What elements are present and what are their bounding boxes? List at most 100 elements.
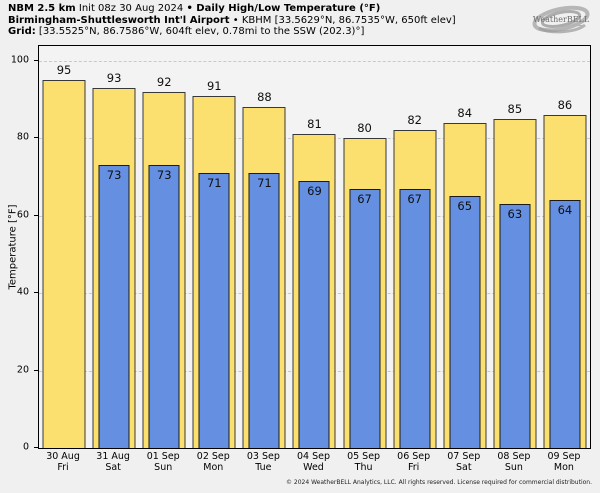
bar-slot-02-sep: 91 71 <box>189 46 239 448</box>
x-tick-label: 07 Sep Sat <box>439 451 489 473</box>
y-tick-label-80: 80 <box>16 131 29 143</box>
plot-area: 95 93 73 92 73 91 71 88 71 81 69 80 67 82 67 84 65 85 63 86… <box>38 45 591 449</box>
y-tick-mark-60 <box>34 214 38 216</box>
y-tick-mark-100 <box>34 59 38 61</box>
x-tick-label: 05 Sep Thu <box>339 451 389 473</box>
bar-slot-01-sep: 92 73 <box>139 46 189 448</box>
x-tick-date: 31 Aug <box>96 451 130 462</box>
low-temp-bar: 73 <box>98 165 130 448</box>
x-tick-date: 03 Sep <box>246 451 280 462</box>
product-title: • Daily High/Low Temperature (°F) <box>186 3 381 14</box>
weatherbell-swirl-icon: WeatherBELL <box>532 5 590 34</box>
x-tick-date: 08 Sep <box>497 451 531 462</box>
x-tick-day: Mon <box>553 461 574 473</box>
gridline-100 <box>39 60 590 62</box>
low-temp-bar: 71 <box>248 173 280 448</box>
x-tick-label: 04 Sep Wed <box>288 451 338 473</box>
copyright-notice: © 2024 WeatherBELL Analytics, LLC. All r… <box>286 479 592 486</box>
station-meta: • KBHM [33.5629°N, 86.7535°W, 650ft elev… <box>229 14 456 26</box>
x-tick-date: 06 Sep <box>397 451 431 462</box>
bar-slot-09-sep: 86 64 <box>540 46 590 448</box>
weatherbell-logo: WeatherBELL <box>527 1 595 45</box>
x-tick-label: 30 Aug Fri <box>38 451 88 473</box>
x-tick-date: 01 Sep <box>146 451 180 462</box>
x-tick-day: Sat <box>105 461 121 473</box>
grid-label: Grid: <box>8 26 36 37</box>
x-tick-day: Thu <box>354 461 373 473</box>
high-temp-value: 84 <box>457 105 473 120</box>
logo-subline <box>567 25 585 27</box>
x-tick-label: 08 Sep Sun <box>489 451 539 473</box>
x-tick-day: Tue <box>255 461 272 473</box>
x-tick-day: Fri <box>57 461 69 473</box>
y-tick-label-0: 0 <box>22 441 29 453</box>
x-tick-date: 07 Sep <box>447 451 481 462</box>
bar-slot-03-sep: 88 71 <box>239 46 289 448</box>
high-temp-value: 82 <box>407 113 422 128</box>
bar-slot-07-sep: 84 65 <box>440 46 490 448</box>
y-tick-label-20: 20 <box>16 364 29 376</box>
x-axis: 30 Aug Fri 31 Aug Sat 01 Sep Sun 02 Sep Mon 03 S… <box>38 451 591 478</box>
y-tick-label-100: 100 <box>10 54 29 66</box>
y-axis: 0 20 40 60 80 100 <box>0 45 38 453</box>
bar-slot-08-sep: 85 63 <box>490 46 540 448</box>
low-temp-bar: 71 <box>198 173 230 448</box>
logo-text: WeatherBELL <box>533 15 590 24</box>
init-time: Init 08z 30 Aug 2024 <box>75 3 187 14</box>
y-tick-mark-0 <box>34 447 38 448</box>
bar-slot-30-aug: 95 <box>39 46 89 448</box>
low-temp-bar: 69 <box>298 180 330 448</box>
y-axis-title: Temperature [°F] <box>7 204 19 290</box>
low-temp-bar: 63 <box>499 204 531 448</box>
low-temp-bar: 73 <box>148 165 180 448</box>
x-tick-label: 31 Aug Sat <box>88 451 138 473</box>
bar-slot-06-sep: 82 67 <box>390 46 440 448</box>
x-tick-date: 30 Aug <box>46 451 80 462</box>
x-tick-day: Mon <box>203 461 224 473</box>
y-tick-mark-40 <box>34 292 38 294</box>
low-temp-bar: 67 <box>399 188 431 448</box>
high-temp-value: 95 <box>56 63 72 78</box>
chart-header: NBM 2.5 km Init 08z 30 Aug 2024 • Daily … <box>8 3 456 38</box>
x-tick-day: Fri <box>408 461 420 473</box>
high-temp-value: 92 <box>156 74 172 89</box>
high-temp-value: 80 <box>357 121 372 136</box>
high-temp-value: 81 <box>307 117 322 132</box>
model-name: NBM 2.5 km <box>8 3 76 14</box>
x-tick-day: Sun <box>504 461 523 473</box>
y-tick-mark-20 <box>34 369 38 371</box>
x-tick-day: Sat <box>455 461 472 473</box>
high-temp-value: 88 <box>257 90 272 105</box>
y-tick-label-40: 40 <box>16 286 29 298</box>
x-tick-day: Sun <box>154 461 173 473</box>
high-temp-value: 93 <box>106 70 122 85</box>
x-tick-date: 04 Sep <box>296 451 330 462</box>
x-tick-label: 02 Sep Mon <box>188 451 238 473</box>
high-temp-value: 85 <box>507 101 523 116</box>
x-tick-date: 09 Sep <box>547 451 581 462</box>
low-temp-bar: 67 <box>349 188 381 448</box>
bar-slot-05-sep: 80 67 <box>340 46 390 448</box>
high-temp-value: 91 <box>206 78 222 93</box>
grid-coords: [33.5525°N, 86.7586°W, 604ft elev, 0.78m… <box>35 26 365 37</box>
bar-slot-04-sep: 81 69 <box>289 46 339 448</box>
low-temp-bar: 64 <box>549 200 581 448</box>
y-tick-mark-80 <box>34 137 38 139</box>
x-tick-label: 09 Sep Mon <box>539 451 589 473</box>
low-temp-bar: 65 <box>449 196 481 448</box>
x-tick-day: Wed <box>303 461 324 473</box>
high-temp-bar <box>42 80 86 448</box>
y-tick-label-60: 60 <box>16 209 29 221</box>
x-tick-label: 01 Sep Sun <box>138 451 188 473</box>
bar-slot-31-aug: 93 73 <box>89 46 139 448</box>
x-tick-date: 05 Sep <box>347 451 381 462</box>
header-line-1: NBM 2.5 km Init 08z 30 Aug 2024 • Daily … <box>8 3 456 15</box>
header-line-3: Grid: [33.5525°N, 86.7586°W, 604ft elev,… <box>8 26 456 38</box>
header-line-2: Birmingham-Shuttlesworth Int'l Airport •… <box>8 15 456 27</box>
x-tick-label: 03 Sep Tue <box>238 451 288 473</box>
x-tick-date: 02 Sep <box>196 451 230 462</box>
x-tick-label: 06 Sep Fri <box>389 451 439 473</box>
plot-inner: 95 93 73 92 73 91 71 88 71 81 69 80 67 82 67 84 65 85 63 86… <box>39 46 590 448</box>
station-name: Birmingham-Shuttlesworth Int'l Airport <box>8 14 230 26</box>
